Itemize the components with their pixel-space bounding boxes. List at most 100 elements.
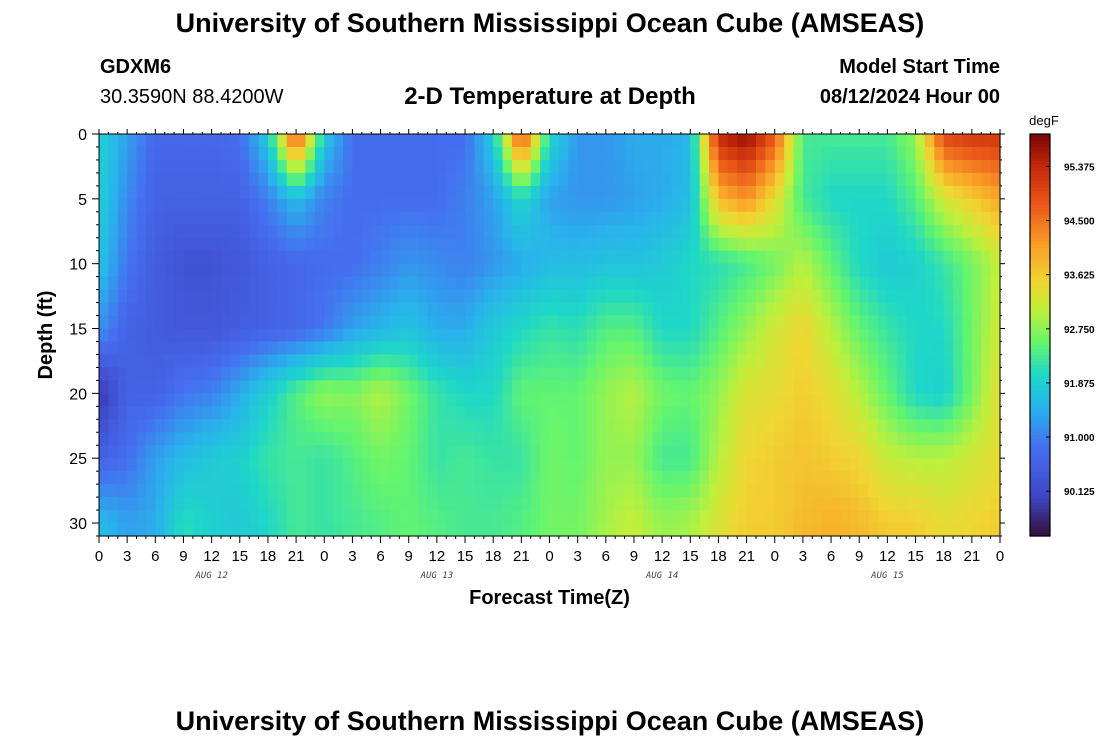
heatmap-cell (605, 224, 616, 239)
heatmap-cells (99, 134, 1001, 537)
heatmap-cell (333, 237, 344, 252)
heatmap-cell (718, 393, 729, 407)
colorbar-swatch (1030, 231, 1050, 236)
heatmap-cell (483, 302, 494, 317)
heatmap-cell (812, 159, 823, 174)
heatmap-cell (934, 510, 945, 524)
heatmap-cell (831, 250, 842, 265)
heatmap-cell (577, 328, 588, 343)
heatmap-cell (389, 354, 400, 369)
heatmap-cell (615, 393, 626, 407)
heatmap-cell (521, 432, 532, 446)
heatmap-cell (737, 302, 748, 317)
heatmap-cell (333, 211, 344, 226)
heatmap-cell (183, 367, 194, 381)
heatmap-cell (990, 419, 1001, 433)
heatmap-cell (558, 224, 569, 239)
colorbar-swatch (1030, 264, 1050, 269)
heatmap-cell (568, 406, 579, 420)
heatmap-cell (296, 328, 307, 343)
heatmap-cell (502, 224, 513, 239)
heatmap-cell (277, 432, 288, 446)
heatmap-cell (371, 289, 382, 304)
heatmap-cell (221, 432, 231, 446)
heatmap-cell (511, 393, 522, 407)
heatmap-cell (314, 146, 325, 161)
heatmap-cell (953, 250, 964, 265)
heatmap-cell (680, 159, 691, 174)
heatmap-cell (587, 484, 598, 498)
heatmap-cell (352, 134, 363, 148)
heatmap-cell (211, 367, 222, 381)
heatmap-cell (549, 406, 560, 420)
colorbar-swatch (1030, 448, 1050, 453)
heatmap-cell (699, 497, 710, 511)
heatmap-cell (765, 315, 776, 330)
heatmap-cell (277, 263, 288, 278)
heatmap-cell (962, 237, 973, 252)
heatmap-cell (821, 172, 832, 187)
heatmap-cell (540, 328, 551, 343)
heatmap-cell (258, 237, 269, 252)
heatmap-cell (164, 172, 175, 187)
heatmap-cell (812, 315, 823, 330)
heatmap-cell (859, 458, 870, 472)
heatmap-cell (296, 432, 307, 446)
heatmap-cell (793, 146, 804, 161)
heatmap-cell (568, 315, 579, 330)
heatmap-cell (127, 393, 138, 407)
heatmap-cell (286, 146, 297, 161)
heatmap-cell (352, 185, 363, 200)
colorbar-swatch (1030, 154, 1050, 159)
heatmap-cell (868, 328, 879, 343)
heatmap-cell (399, 276, 410, 291)
heatmap-cell (511, 341, 522, 356)
heatmap-cell (521, 328, 532, 343)
heatmap-cell (718, 510, 729, 524)
heatmap-cell (840, 237, 851, 252)
heatmap-cell (615, 276, 626, 291)
heatmap-cell (671, 380, 682, 394)
heatmap-cell (990, 315, 1001, 330)
heatmap-cell (577, 198, 588, 213)
heatmap-cell (174, 315, 185, 330)
heatmap-cell (145, 406, 156, 420)
heatmap-cell (164, 315, 175, 330)
heatmap-cell (511, 510, 522, 524)
heatmap-cell (493, 250, 504, 265)
heatmap-cell (868, 263, 879, 278)
heatmap-cell (136, 432, 147, 446)
heatmap-cell (324, 185, 335, 200)
heatmap-cell (455, 185, 466, 200)
heatmap-cell (258, 263, 269, 278)
heatmap-cell (877, 484, 888, 498)
heatmap-cell (174, 471, 185, 485)
heatmap-cell (427, 432, 438, 446)
heatmap-cell (568, 393, 579, 407)
heatmap-cell (483, 224, 494, 239)
heatmap-cell (474, 172, 485, 187)
heatmap-cell (784, 276, 795, 291)
heatmap-cell (953, 523, 964, 537)
heatmap-cell (343, 406, 354, 420)
heatmap-cell (436, 445, 447, 459)
colorbar-tick-label: 94.500 (1064, 217, 1095, 228)
heatmap-cell (746, 134, 757, 148)
heatmap-cell (868, 419, 879, 433)
heatmap-cell (680, 380, 691, 394)
heatmap-cell (446, 237, 457, 252)
heatmap-cell (230, 250, 241, 265)
heatmap-cell (192, 523, 203, 537)
heatmap-cell (981, 354, 992, 369)
heatmap-cell (221, 146, 231, 161)
heatmap-cell (784, 250, 795, 265)
heatmap-cell (249, 211, 260, 226)
heatmap-cell (408, 315, 419, 330)
heatmap-cell (633, 159, 644, 174)
heatmap-cell (202, 198, 213, 213)
heatmap-cell (624, 211, 635, 226)
heatmap-cell (765, 185, 776, 200)
heatmap-cell (718, 419, 729, 433)
heatmap-cell (812, 510, 823, 524)
heatmap-cell (211, 185, 222, 200)
